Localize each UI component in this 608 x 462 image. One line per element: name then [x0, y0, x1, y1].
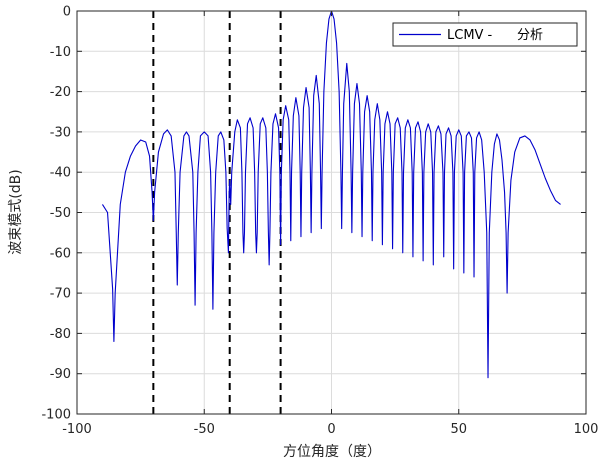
series-group: [101, 10, 561, 379]
legend-box: [392, 22, 578, 47]
y-tick-label: -40: [50, 166, 71, 181]
x-tick-labels: -100 -50 0 50 100: [62, 422, 598, 437]
series-line-lcmv: [101, 10, 561, 379]
y-tick-label: -70: [50, 287, 71, 302]
y-tick-labels: 0 -10 -20 -30 -40 -50 -60 -70 -80 -90 -100: [41, 5, 71, 423]
x-tick-label: 0: [327, 422, 335, 437]
y-tick-label: -50: [50, 206, 71, 221]
legend: LCMV - 分析: [392, 22, 578, 47]
y-tick-label: -80: [50, 327, 71, 342]
y-tick-label: -90: [50, 367, 71, 382]
y-tick-label: -60: [50, 246, 71, 261]
y-tick-label: -100: [41, 408, 71, 423]
y-tick-label: 0: [63, 5, 71, 20]
legend-entry-label: LCMV - 分析: [447, 28, 543, 43]
x-tick-label: 50: [450, 422, 467, 437]
y-axis-title: 波束模式(dB): [8, 169, 24, 254]
grid-lines: [77, 11, 586, 414]
x-tick-label: -50: [194, 422, 215, 437]
y-tick-label: -30: [50, 125, 71, 140]
x-axis-title: 方位角度（度）: [283, 444, 381, 460]
y-tick-label: -20: [50, 85, 71, 100]
x-tick-label: -100: [62, 422, 92, 437]
axis-ticks: [76, 10, 587, 415]
y-tick-label: -10: [50, 45, 71, 60]
x-tick-label: 100: [574, 422, 599, 437]
